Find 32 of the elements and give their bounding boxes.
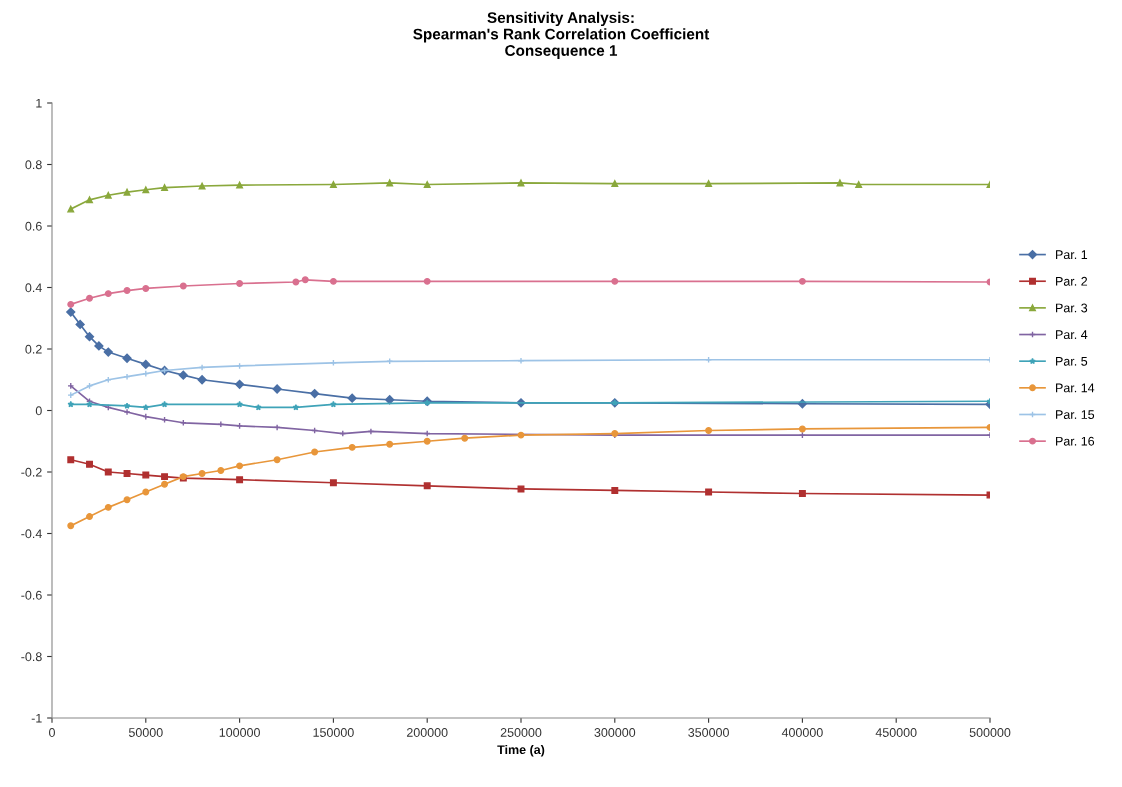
y-tick-label: 0.2 <box>25 344 42 354</box>
y-tick-label: -0.4 <box>21 529 42 539</box>
x-tick-label: 200000 <box>406 728 448 737</box>
legend-label: Par. 3 <box>1056 303 1088 313</box>
x-tick-label: 250000 <box>500 728 542 737</box>
y-tick-label: -0.2 <box>21 467 42 477</box>
y-tick-label: -0.8 <box>21 652 42 662</box>
x-tick-label: 500000 <box>969 728 1011 737</box>
x-tick-label: 300000 <box>594 728 636 737</box>
x-tick-label: 100000 <box>219 728 260 737</box>
legend-label: Par. 15 <box>1056 410 1095 419</box>
x-axis-title: Time (a) <box>497 744 545 757</box>
legend-label: Par. 1 <box>1056 250 1088 260</box>
y-tick-label: 0 <box>35 406 42 416</box>
legend-label: Par. 14 <box>1056 383 1095 393</box>
legend-label: Par. 16 <box>1056 436 1095 446</box>
y-tick-label: 0.8 <box>25 160 42 170</box>
y-tick-label: 0.6 <box>25 221 42 231</box>
x-tick-label: 50000 <box>128 728 163 737</box>
x-tick-label: 0 <box>49 728 55 737</box>
legend-label: Par. 2 <box>1056 276 1088 286</box>
y-tick-label: 0.4 <box>25 283 42 293</box>
legend-label: Par. 5 <box>1056 356 1088 366</box>
y-tick-label: -1 <box>31 713 42 723</box>
y-tick-label: 1 <box>36 98 42 108</box>
x-tick-label: 350000 <box>688 728 729 737</box>
y-tick-label: -0.6 <box>21 590 42 600</box>
legend-label: Par. 4 <box>1056 330 1088 340</box>
x-tick-label: 450000 <box>875 728 917 737</box>
x-tick-label: 400000 <box>781 728 823 737</box>
x-tick-label: 150000 <box>313 728 354 737</box>
chart-title: Sensitivity Analysis: Spearman's Rank Correlation Coefficient Consequence 1 <box>413 11 710 59</box>
